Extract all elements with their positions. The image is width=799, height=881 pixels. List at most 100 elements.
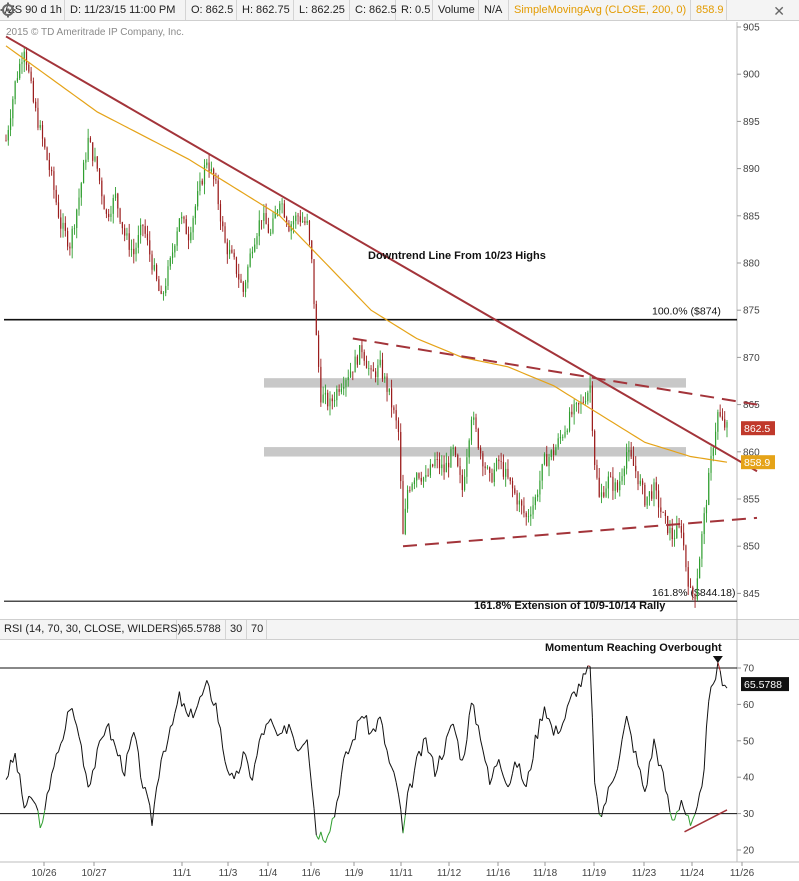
candle-body — [190, 232, 192, 241]
rsi-segment — [361, 715, 365, 719]
gear-icon[interactable] — [0, 2, 16, 18]
rsi-segment — [379, 716, 383, 726]
candle-body — [226, 242, 228, 255]
rsi-segment — [601, 806, 605, 817]
rsi-segment — [530, 758, 534, 770]
sma-study-label[interactable]: SimpleMovingAvg (CLOSE, 200, 0) — [509, 0, 691, 20]
candle-body — [603, 492, 605, 497]
rsi-segment — [311, 786, 315, 809]
candle-body — [548, 456, 550, 467]
candle-body — [621, 476, 623, 482]
rsi-segment — [400, 809, 404, 834]
rsi-segment — [509, 773, 514, 784]
x-tick-label: 11/18 — [533, 868, 558, 879]
rsi-segment — [172, 713, 176, 725]
rsi-segment — [482, 749, 486, 762]
candle-body — [46, 147, 48, 160]
candle-body — [646, 496, 648, 506]
candle-body — [614, 482, 616, 491]
candle-body — [436, 459, 438, 460]
candle-body — [313, 259, 315, 305]
rsi-study-label[interactable]: RSI (14, 70, 30, CLOSE, WILDERS) — [0, 620, 181, 639]
candle-body — [12, 99, 14, 119]
close-icon[interactable]: ✕ — [773, 3, 785, 19]
candle-body — [89, 137, 92, 143]
rsi-segment — [404, 792, 409, 816]
rsi-y-tick-label: 30 — [743, 809, 755, 820]
candle-body — [596, 465, 598, 478]
candle-body — [96, 156, 98, 169]
rsi-value-badge-bg — [741, 677, 789, 692]
candle-body — [233, 252, 235, 258]
rsi-segment — [226, 769, 231, 776]
candle-body — [317, 335, 320, 367]
rsi-segment — [439, 755, 443, 761]
x-tick-label: 11/12 — [437, 868, 462, 879]
candle-body — [434, 459, 436, 467]
rsi-segment — [167, 726, 171, 741]
rsi-segment — [242, 751, 246, 756]
x-tick-label: 11/4 — [259, 868, 278, 879]
candle-body — [114, 193, 117, 199]
candle-body — [359, 345, 361, 365]
candle-body — [635, 465, 637, 472]
rsi-segment — [247, 763, 251, 778]
rsi-segment — [719, 670, 723, 686]
candle-body — [67, 230, 69, 247]
rsi-segment — [144, 787, 148, 797]
rsi-segment — [594, 782, 598, 797]
candle-body — [655, 482, 657, 491]
rsi-segment — [140, 777, 144, 789]
rsi-segment — [293, 737, 297, 748]
candle-body — [662, 511, 664, 513]
rsi-segment — [281, 725, 285, 734]
candle-body — [555, 447, 557, 455]
candle-body — [637, 471, 639, 485]
candle-body — [274, 213, 276, 219]
candle-body — [155, 265, 158, 280]
candle-body — [712, 447, 714, 456]
candle-body — [461, 474, 463, 490]
candle-body — [299, 216, 301, 222]
rsi-segment — [101, 735, 105, 739]
price-y-tick-label: 870 — [743, 353, 760, 364]
candle-body — [701, 534, 703, 559]
rsi-segment — [188, 708, 192, 718]
rsi-segment — [655, 750, 660, 766]
rsi-segment — [703, 726, 707, 770]
rsi-segment — [295, 747, 299, 752]
candle-body — [110, 213, 112, 217]
symbol-label[interactable]: /ZS 90 d 1h — [0, 0, 65, 20]
price-y-tick-label: 850 — [743, 542, 760, 553]
rsi-segment — [251, 764, 256, 781]
candle-body — [222, 221, 224, 227]
candle-body — [429, 464, 431, 476]
candle-body — [105, 209, 107, 214]
candle-body — [349, 371, 352, 378]
rsi-segment — [160, 751, 164, 761]
rsi-segment — [359, 716, 363, 720]
rsi-segment — [194, 705, 199, 712]
rsi-segment — [452, 723, 456, 734]
rsi-segment — [705, 701, 710, 728]
candle-body — [260, 220, 263, 222]
candle-body — [238, 273, 240, 280]
candle-body — [379, 359, 381, 366]
candle-body — [345, 380, 347, 387]
rsi-segment — [231, 772, 235, 780]
rsi-segment — [573, 691, 577, 697]
candle-body — [523, 505, 525, 514]
x-tick-label: 11/3 — [219, 868, 238, 879]
candle-body — [343, 386, 345, 389]
rsi-segment — [543, 706, 548, 719]
candle-body — [486, 467, 489, 469]
rsi-segment — [76, 725, 80, 737]
rsi-segment — [149, 805, 153, 826]
candle-body — [660, 507, 662, 512]
candle-body — [78, 197, 80, 210]
rsi-segment — [623, 715, 628, 728]
candle-body — [368, 368, 370, 370]
candle-body — [626, 452, 628, 469]
candle-body — [217, 180, 219, 205]
rsi-segment — [628, 725, 632, 736]
